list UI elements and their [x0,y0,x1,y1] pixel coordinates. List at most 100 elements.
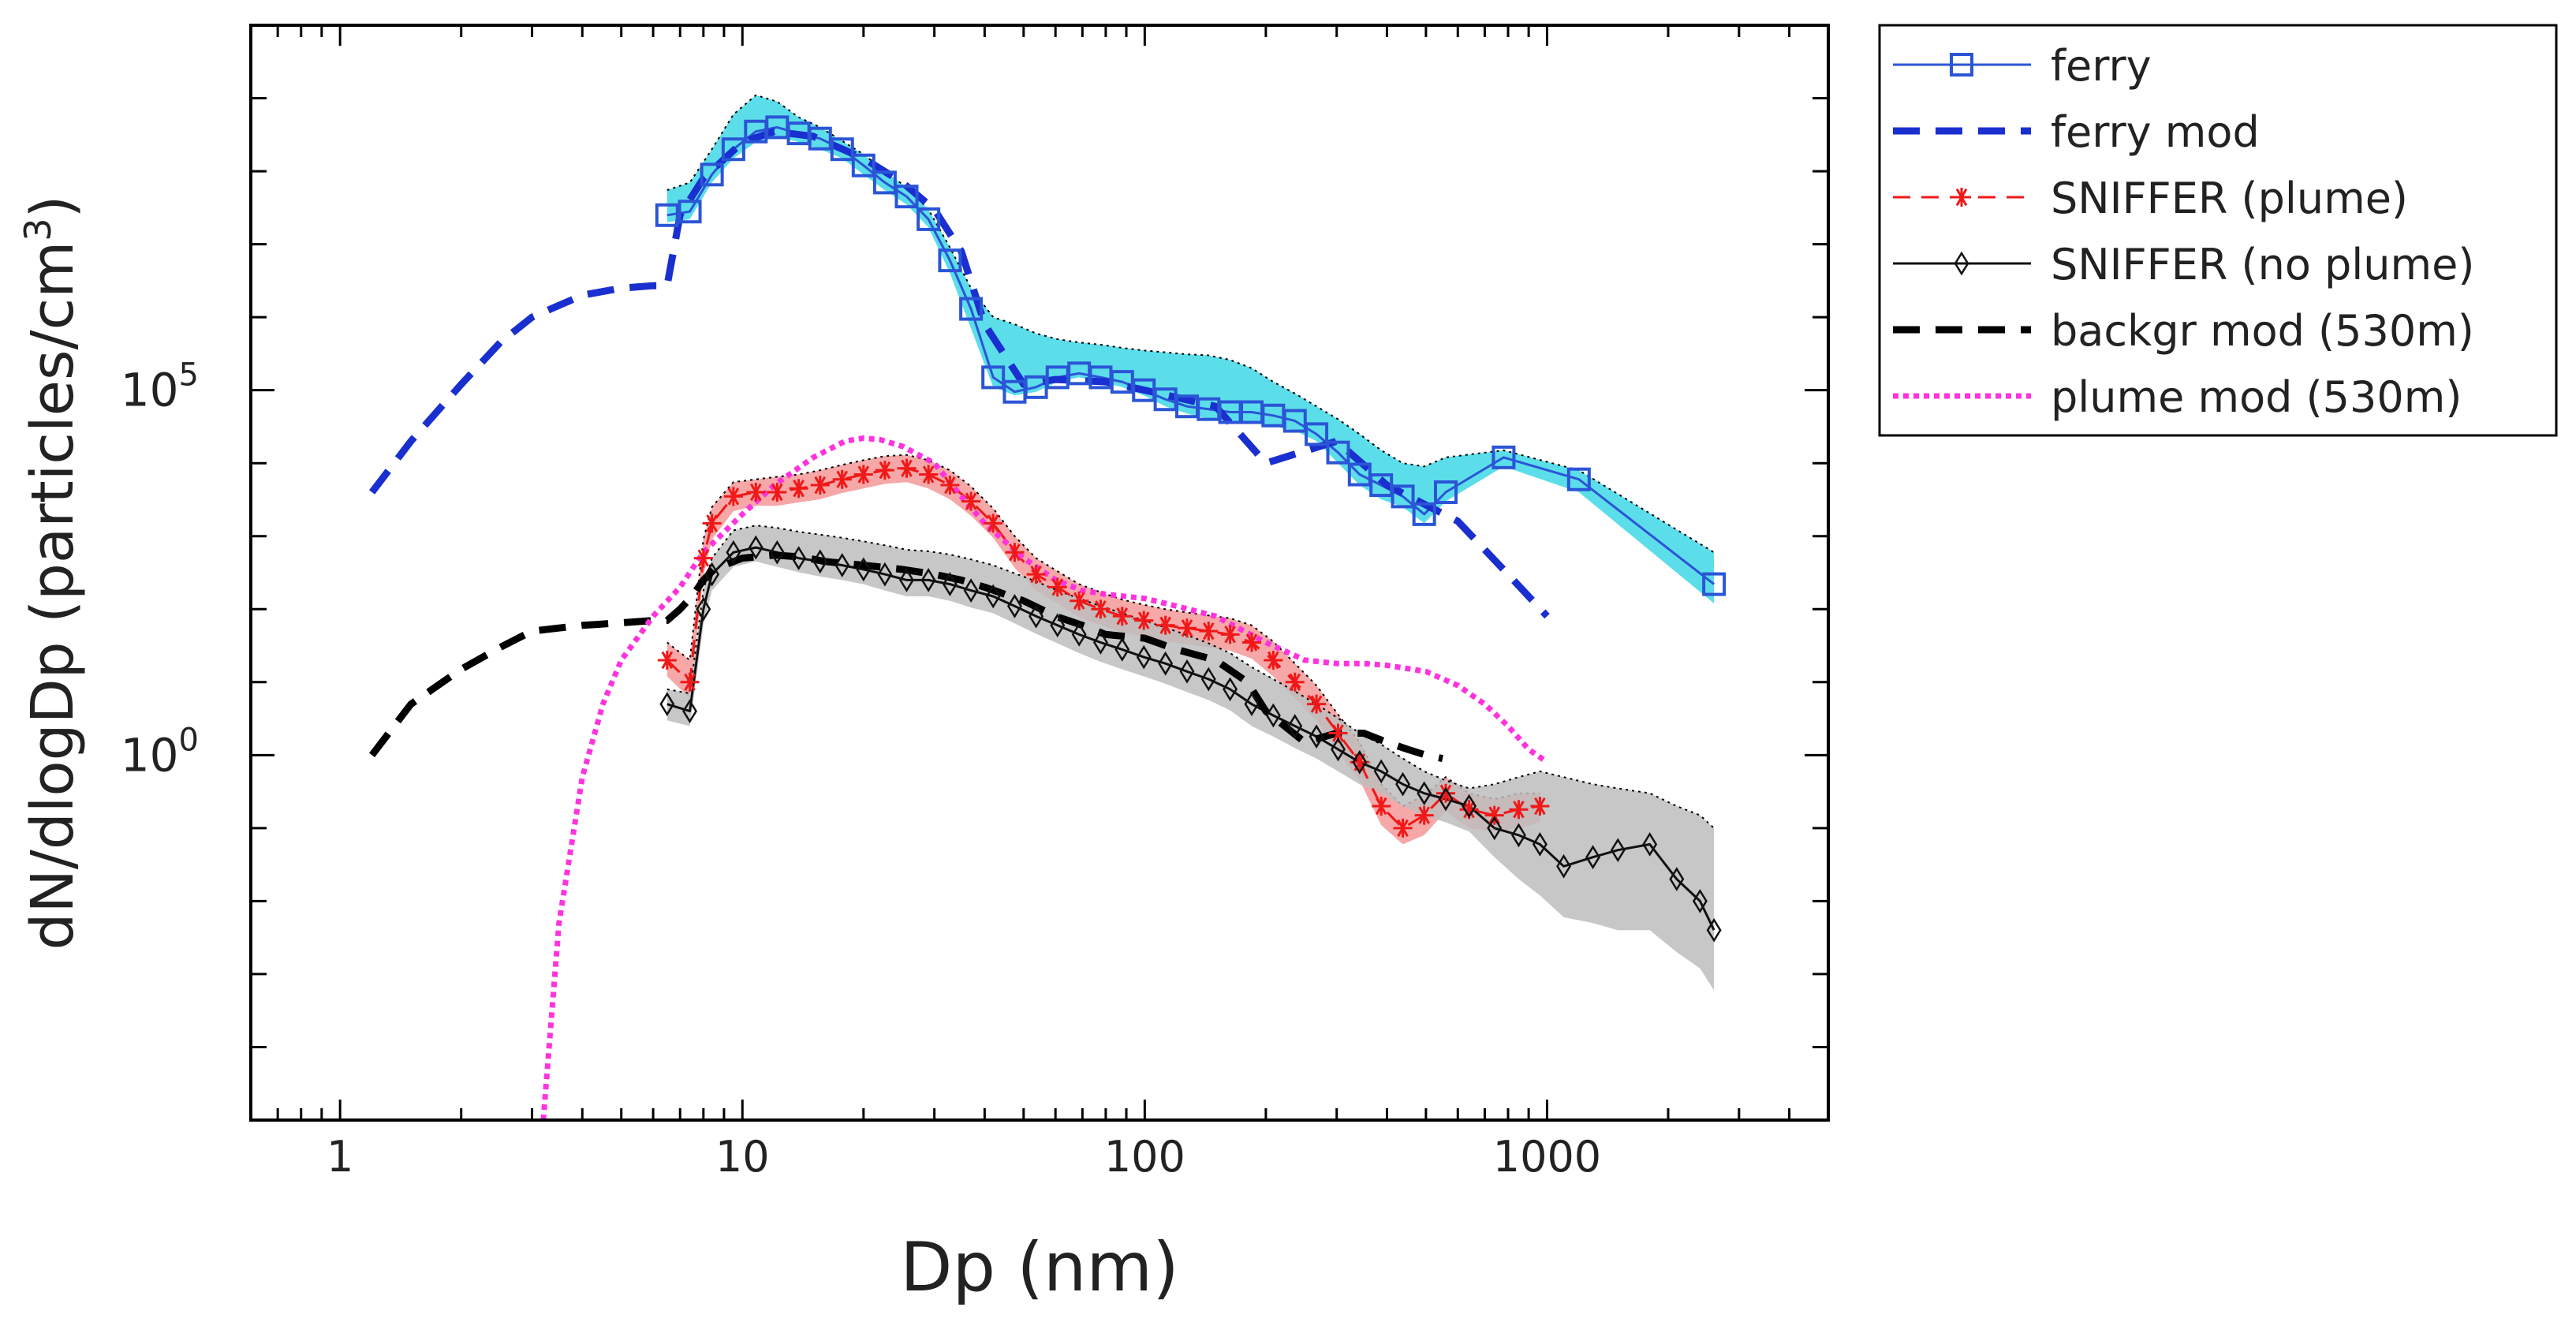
x-axis-label: Dp (nm) [900,1228,1179,1307]
marker-sniffer-plume [940,476,960,495]
legend-label-plume-mod-530m: plume mod (530m) [2051,372,2462,422]
marker-sniffer-plume [1047,577,1067,597]
legend-marker-ferry [1950,53,1973,77]
marker-sniffer-no-plume [1179,659,1195,684]
marker-sniffer-no-plume [769,540,785,565]
x-tick-label: 1000 [1493,1132,1601,1182]
marker-ferry [1434,480,1458,505]
marker-sniffer-no-plume [1417,781,1432,806]
marker-sniffer-plume [1070,591,1089,611]
marker-sniffer-no-plume [1050,613,1066,638]
marker-sniffer-plume [984,513,1003,533]
marker-sniffer-no-plume [1223,677,1238,702]
plot-frame [249,24,1830,1122]
marker-sniffer-plume [693,548,713,568]
marker-sniffer-no-plume [1331,737,1346,762]
x-tick-labels: 1 10 100 1000 [327,1132,1601,1182]
legend-label-sniffer-plume: SNIFFER (plume) [2051,174,2408,223]
legend-label-ferry: ferry [2051,41,2152,91]
marker-ferry [851,153,875,177]
marker-sniffer-no-plume [1532,832,1547,857]
marker-ferry [959,297,984,321]
legend-marker-sniffer-no-plume [1954,251,1969,276]
marker-sniffer-no-plume [1438,786,1454,812]
marker-sniffer-plume [1112,607,1132,626]
marker-sniffer-plume [1530,797,1550,816]
marker-sniffer-plume [1091,599,1111,619]
y-axis-label: dN/dlogDp (particles/cm3) [17,196,87,950]
marker-sniffer-plume [1155,615,1175,635]
marker-sniffer-no-plume [1373,759,1389,784]
marker-ferry [721,137,745,162]
marker-sniffer-plume [1509,800,1529,820]
marker-sniffer-no-plume [1092,630,1108,655]
marker-sniffer-plume [789,479,808,499]
marker-sniffer-no-plume [963,578,979,603]
marker-sniffer-plume [1178,618,1197,638]
marker-sniffer-no-plume [726,540,741,565]
marker-sniffer-no-plume [1462,794,1477,819]
marker-sniffer-plume [1484,805,1504,825]
marker-sniffer-no-plume [1265,703,1281,728]
marker-sniffer-plume [961,491,981,511]
marker-sniffer-no-plume [1510,823,1526,848]
marker-sniffer-plume [1393,818,1413,838]
marker-sniffer-no-plume [1487,816,1503,841]
marker-sniffer-no-plume [942,572,958,596]
legend: ferry ferry mod SNIFFER (plume) SNIFFER (no… [1878,24,2558,437]
marker-sniffer-plume [1285,672,1305,692]
marker-ferry [1702,572,1727,596]
marker-sniffer-no-plume [1669,867,1685,891]
marker-sniffer-plume [1199,622,1219,641]
marker-sniffer-no-plume [1706,917,1722,943]
marker-sniffer-no-plume [1136,644,1152,670]
x-tick-label: 1 [327,1132,353,1182]
marker-sniffer-no-plume [696,596,711,622]
marker-sniffer-plume [1307,694,1327,714]
marker-sniffer-no-plume [877,562,893,587]
marker-sniffer-no-plume [1200,667,1216,692]
marker-sniffer-plume [1328,723,1348,743]
marker-ferry [981,365,1006,390]
marker-ferry [1491,445,1516,469]
marker-sniffer-plume [875,461,894,480]
marker-sniffer-no-plume [1352,749,1368,775]
marker-ferry [700,162,724,187]
marker-sniffer-no-plume [812,549,828,574]
band-edge-sniffer-plume [666,454,1540,808]
marker-ferry [1566,467,1591,491]
marker-sniffer-no-plume [1071,622,1087,647]
legend-label-ferry-mod: ferry mod [2051,107,2260,157]
line-ferry-mod [369,128,1550,619]
marker-sniffer-no-plume [1692,889,1708,913]
marker-sniffer-plume [680,672,700,692]
marker-ferry [1305,422,1329,446]
marker-sniffer-no-plume [704,562,720,587]
marker-sniffer-no-plume [920,568,936,592]
y-tick-label: 100 [121,722,199,782]
marker-ferry [1391,484,1415,509]
marker-sniffer-plume [1220,625,1240,644]
marker-sniffer-no-plume [1029,603,1044,629]
legend-marker-sniffer-plume [1952,188,1971,207]
marker-sniffer-plume [702,513,722,533]
marker-sniffer-plume [832,469,852,489]
marker-sniffer-no-plume [899,568,914,592]
marker-sniffer-no-plume [985,584,1001,609]
marker-sniffer-no-plume [1395,771,1411,797]
marker-sniffer-no-plume [1244,692,1260,717]
marker-sniffer-plume [1459,800,1479,820]
marker-sniffer-plume [746,483,766,502]
marker-sniffer-plume [1005,543,1025,562]
marker-sniffer-no-plume [1309,724,1324,749]
marker-sniffer-no-plume [856,557,872,582]
legend-label-backgr-mod-530m: backgr mod (530m) [2051,306,2474,356]
marker-sniffer-plume [1436,783,1456,803]
marker-sniffer-no-plume [659,692,675,717]
marker-sniffer-no-plume [1585,845,1601,870]
marker-sniffer-plume [810,476,830,495]
marker-sniffer-no-plume [791,546,807,570]
marker-sniffer-plume [1026,565,1046,584]
marker-ferry [1326,440,1350,465]
x-tick-label: 100 [1104,1132,1185,1182]
